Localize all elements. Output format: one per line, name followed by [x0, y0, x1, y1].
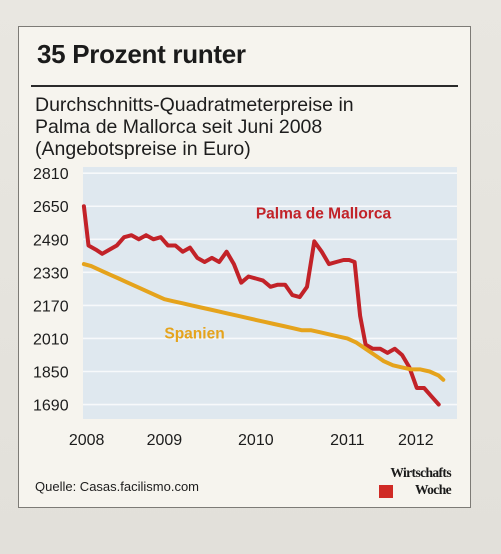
subtitle-line-3: (Angebotspreise in Euro)	[35, 138, 251, 160]
x-tick-label: 2009	[147, 432, 183, 449]
x-axis-ticks: 2008 2009 2010 2011 2012	[69, 432, 434, 449]
wirtschaftswoche-logo: Wirtschafts Woche	[379, 465, 452, 501]
logo-line-2: Woche	[415, 482, 452, 497]
chart-card: 35 Prozent runter Durchschnitts-Quadratm…	[18, 26, 471, 508]
y-tick-label: 2010	[33, 331, 69, 348]
y-tick-label: 2810	[33, 166, 69, 183]
headline: 35 Prozent runter	[37, 39, 246, 69]
y-tick-label: 1850	[33, 364, 69, 381]
y-axis-ticks: 1690 1850 2010 2170 2330 2490 2650 2810	[33, 166, 69, 414]
series-label-palma-de-mallorca: Palma de Mallorca	[256, 206, 392, 223]
y-tick-label: 2330	[33, 265, 69, 282]
subtitle-line-2: Palma de Mallorca seit Juni 2008	[35, 116, 323, 138]
grid-lines	[83, 172, 457, 406]
y-tick-label: 1690	[33, 398, 69, 415]
y-tick-label: 2650	[33, 199, 69, 216]
plot-area	[83, 167, 457, 419]
y-tick-label: 2490	[33, 232, 69, 249]
x-tick-label: 2008	[69, 432, 105, 449]
logo-red-square	[379, 485, 393, 498]
headline-rule	[31, 85, 458, 87]
series-labels: Palma de Mallorca Spanien	[164, 206, 391, 343]
x-tick-label: 2011	[330, 432, 365, 449]
series-label-spanien: Spanien	[164, 325, 224, 342]
chart-subtitle: Durchschnitts-Quadratmeterpreise in Palm…	[35, 94, 455, 160]
x-tick-label: 2010	[238, 432, 274, 449]
series-lines	[81, 204, 446, 407]
y-tick-label: 2170	[33, 298, 69, 315]
series-line-spanien	[81, 262, 446, 382]
subtitle-line-1: Durchschnitts-Quadratmeterpreise in	[35, 94, 354, 116]
source-note: Quelle: Casas.facilismo.com	[35, 479, 199, 494]
logo-line-1: Wirtschafts	[390, 465, 451, 480]
x-tick-label: 2012	[398, 432, 434, 449]
series-line-palma-de-mallorca	[81, 204, 441, 407]
